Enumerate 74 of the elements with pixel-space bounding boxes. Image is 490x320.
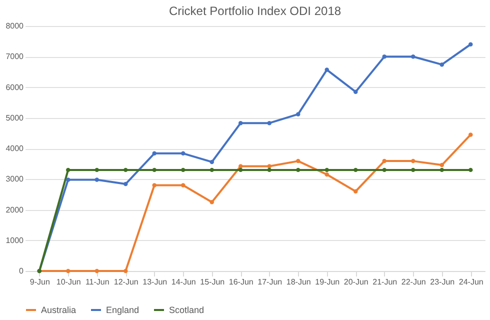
x-tick-label: 19-Jun (315, 278, 340, 286)
x-tick-label: 12-Jun (114, 278, 138, 286)
point (181, 183, 186, 188)
point (440, 162, 444, 168)
point (440, 62, 444, 67)
point (296, 112, 300, 116)
point (324, 68, 329, 72)
point (324, 172, 329, 177)
legend-label: England (106, 305, 140, 315)
point (124, 268, 128, 274)
point (238, 164, 243, 168)
point (94, 168, 99, 172)
point (468, 132, 473, 137)
point (382, 168, 386, 172)
chart-title: Cricket Portfolio Index ODI 2018 (168, 4, 342, 18)
point (152, 168, 156, 172)
point (124, 182, 128, 186)
y-tick-label: 7000 (6, 52, 24, 62)
x-tick-label: 13-Jun (142, 278, 168, 286)
point (411, 54, 416, 59)
point (238, 120, 243, 126)
y-tick-label: 1000 (6, 236, 24, 245)
legend-label: Australia (41, 305, 76, 315)
y-tick-label: 2000 (6, 205, 24, 214)
x-tick-label: 10-Jun (56, 278, 81, 286)
point (210, 160, 214, 164)
point (210, 168, 214, 172)
x-tick-label: 23-Jun (430, 278, 455, 286)
x-tick-label: 22-Jun (401, 278, 426, 286)
point (382, 158, 386, 164)
x-tick-label: 15-Jun (200, 278, 225, 286)
point (382, 54, 386, 59)
x-tick-label: 16-Jun (228, 278, 254, 286)
point (354, 168, 358, 172)
point (411, 168, 416, 172)
y-tick-label: 4000 (6, 144, 24, 153)
point (296, 158, 300, 164)
point (354, 90, 358, 94)
point (468, 168, 473, 172)
point (267, 168, 272, 172)
point (267, 120, 272, 126)
point (152, 151, 156, 156)
y-tick-label: 5000 (6, 113, 24, 122)
point (152, 183, 156, 188)
x-tick-label: 20-Jun (344, 278, 368, 286)
x-tick-label: 9-Jun (30, 278, 50, 286)
point (181, 168, 186, 172)
point (440, 168, 444, 172)
point (411, 158, 416, 164)
y-tick-label: 0 (19, 266, 24, 276)
x-tick-label: 24-Jun (458, 278, 484, 286)
y-tick-label: 8000 (6, 22, 24, 30)
point (238, 168, 243, 172)
x-tick-label: 18-Jun (286, 278, 311, 286)
point (210, 200, 214, 204)
point (468, 42, 473, 46)
y-tick-label: 6000 (6, 82, 24, 92)
point (296, 168, 300, 172)
point (66, 268, 70, 274)
x-tick-label: 14-Jun (171, 278, 196, 286)
legend-label: Scotland (169, 305, 204, 315)
point (66, 178, 70, 182)
point (94, 178, 99, 182)
point (94, 268, 99, 274)
point (267, 164, 272, 168)
point (181, 151, 186, 156)
point (66, 168, 70, 172)
x-tick-label: 17-Jun (258, 278, 282, 286)
point (324, 168, 329, 172)
x-tick-label: 21-Jun (372, 278, 398, 286)
x-tick-label: 11-Jun (85, 278, 110, 286)
point (124, 168, 128, 172)
point (354, 189, 358, 194)
y-tick-label: 3000 (6, 174, 24, 184)
